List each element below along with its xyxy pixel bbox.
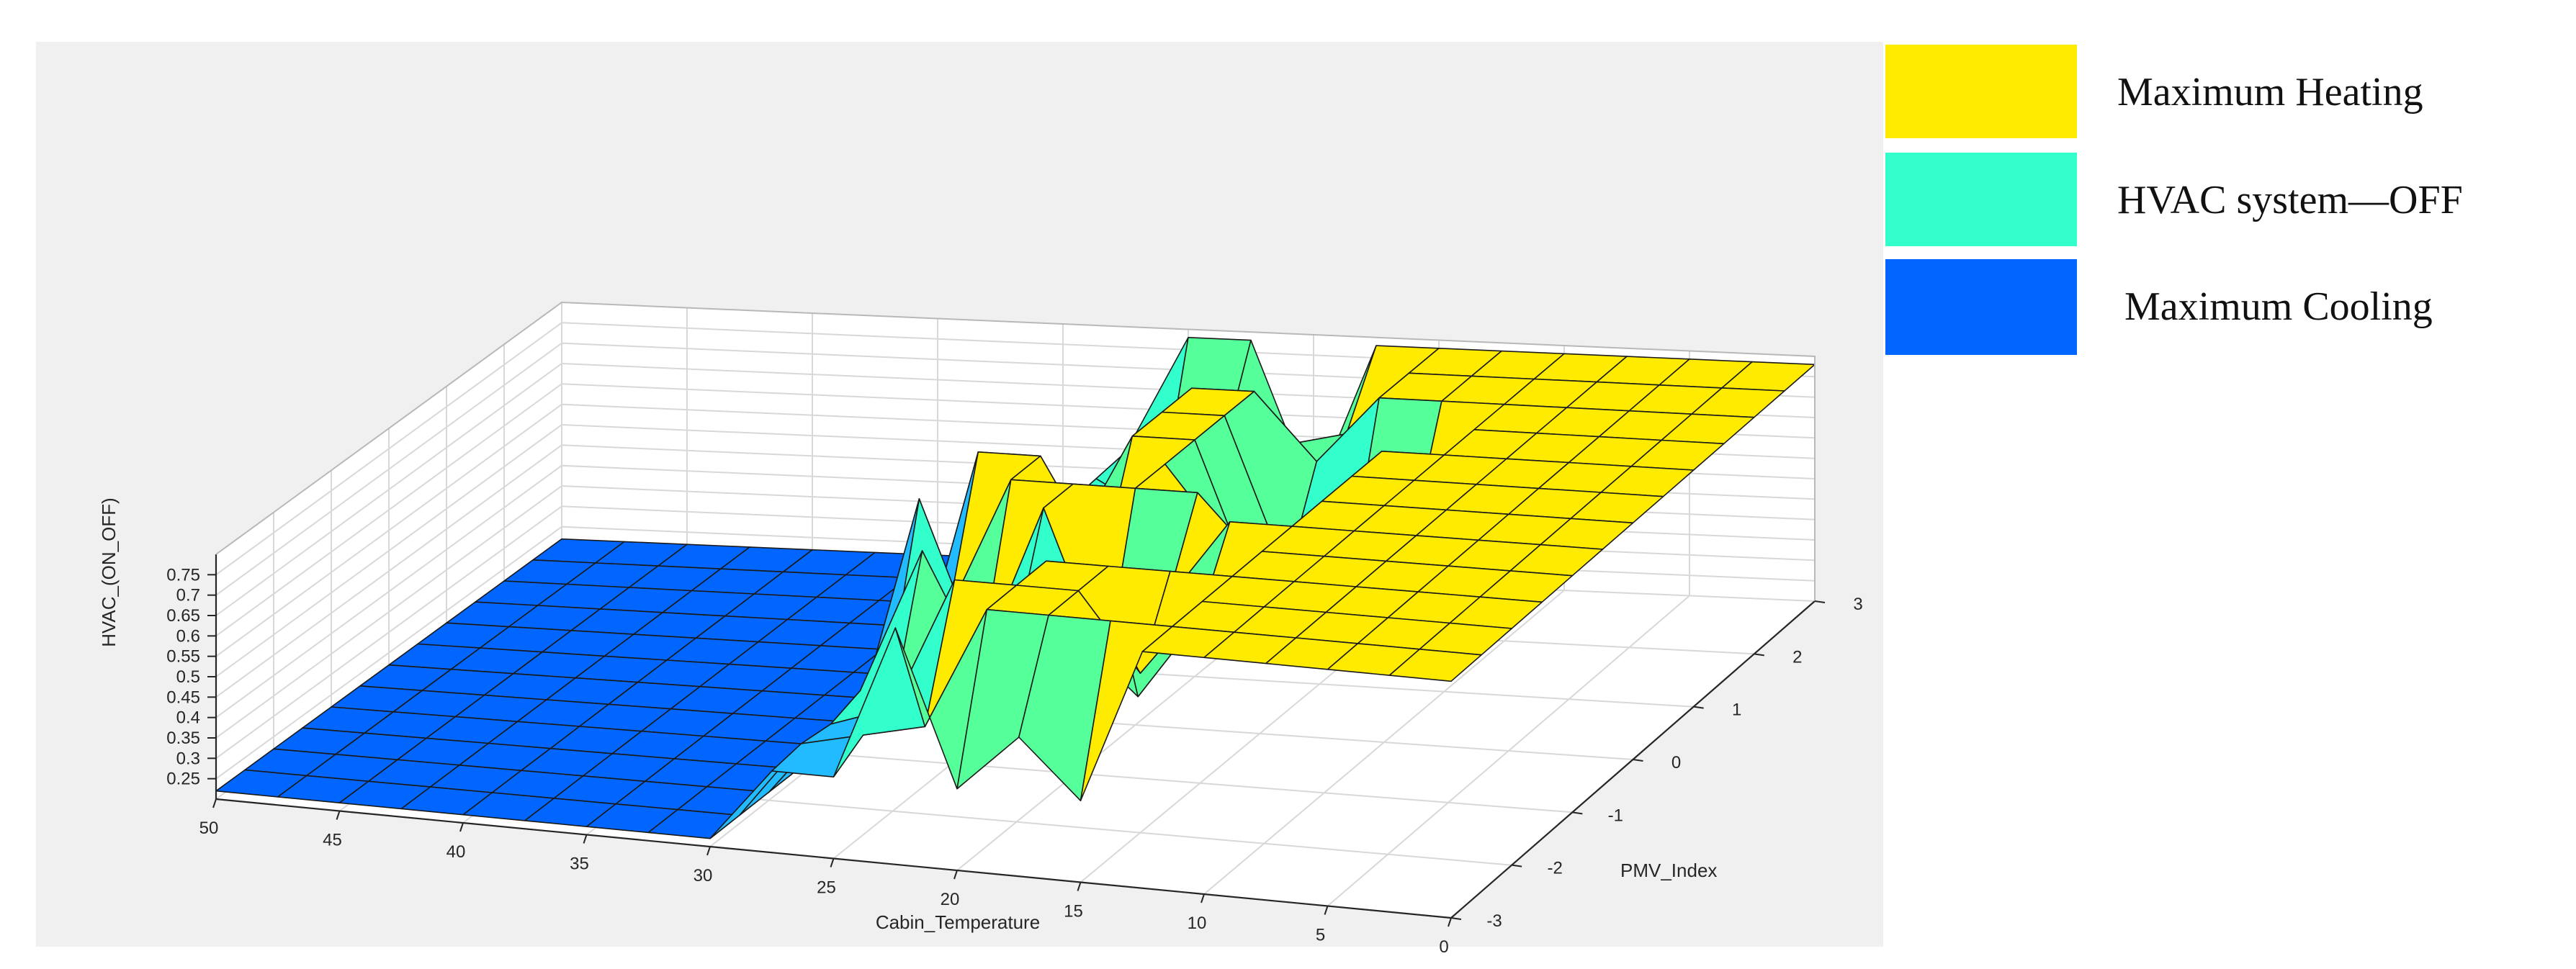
z-tick-label: 0.6	[176, 626, 200, 646]
legend-label-cooling: Maximum Cooling	[2124, 284, 2433, 329]
x-tick-mark	[1448, 917, 1452, 927]
y-axis-label: PMV_Index	[1620, 860, 1717, 881]
legend-label-off: HVAC system—OFF	[2117, 178, 2463, 222]
y-tick-mark	[1512, 864, 1522, 867]
x-tick-mark	[1324, 906, 1329, 915]
x-tick-label: 50	[199, 819, 219, 838]
x-tick-label: 15	[1064, 902, 1083, 921]
x-tick-mark	[212, 798, 217, 808]
legend-swatch-cooling	[1885, 259, 2077, 355]
x-tick-mark	[706, 846, 711, 856]
tick-labels: 50454035302520151050-3-2-101230.250.30.3…	[166, 565, 1862, 957]
legend-swatch-off	[1885, 153, 2077, 246]
x-tick-label: 0	[1439, 937, 1448, 957]
x-tick-label: 45	[323, 831, 342, 850]
legend-swatch-heating	[1885, 45, 2077, 138]
x-tick-label: 30	[694, 866, 713, 885]
z-tick-label: 0.65	[166, 606, 200, 626]
z-tick-label: 0.7	[176, 586, 200, 605]
y-tick-mark	[1814, 600, 1826, 603]
z-tick-label: 0.75	[166, 565, 200, 585]
surface-mesh	[215, 336, 1816, 839]
y-tick-mark	[1572, 811, 1583, 815]
x-tick-mark	[583, 834, 588, 844]
x-tick-mark	[459, 822, 464, 832]
box-outline	[215, 301, 1816, 601]
y-tick-label: -1	[1608, 806, 1623, 825]
y-tick-mark	[1450, 917, 1462, 920]
x-tick-label: 40	[446, 842, 466, 862]
y-tick-mark	[1754, 653, 1764, 657]
z-tick-label: 0.45	[166, 688, 200, 707]
x-tick-label: 25	[817, 878, 836, 898]
y-tick-label: 0	[1671, 753, 1681, 772]
z-tick-label: 0.35	[166, 729, 200, 748]
y-tick-mark	[1633, 759, 1643, 762]
x-axis-label: Cabin_Temperature	[876, 911, 1040, 933]
x-tick-mark	[953, 870, 958, 880]
y-tick-label: 2	[1792, 647, 1802, 667]
surface-cell	[1388, 648, 1482, 682]
y-tick-label: 3	[1853, 595, 1862, 614]
x-tick-mark	[1077, 882, 1082, 891]
y-tick-label: -3	[1486, 911, 1502, 931]
legend-label-heating: Maximum Heating	[2117, 70, 2423, 114]
x-tick-mark	[830, 858, 835, 867]
z-tick-label: 0.25	[166, 770, 200, 789]
z-axis-label: HVAC_(ON_OFF)	[98, 497, 120, 647]
x-tick-label: 10	[1188, 914, 1207, 933]
z-tick-label: 0.4	[176, 708, 200, 728]
y-tick-mark	[1693, 706, 1704, 709]
z-tick-label: 0.3	[176, 749, 200, 768]
legend: Maximum Heating HVAC system—OFF Maximum …	[1885, 45, 2463, 355]
y-tick-label: 1	[1732, 700, 1741, 720]
z-tick-label: 0.5	[176, 667, 200, 687]
z-tick-label: 0.55	[166, 647, 200, 667]
x-tick-label: 5	[1316, 926, 1325, 945]
x-tick-label: 20	[941, 890, 960, 909]
y-tick-label: -2	[1547, 859, 1562, 878]
x-tick-mark	[1201, 893, 1205, 903]
x-tick-label: 35	[570, 855, 589, 874]
x-tick-mark	[336, 811, 341, 820]
